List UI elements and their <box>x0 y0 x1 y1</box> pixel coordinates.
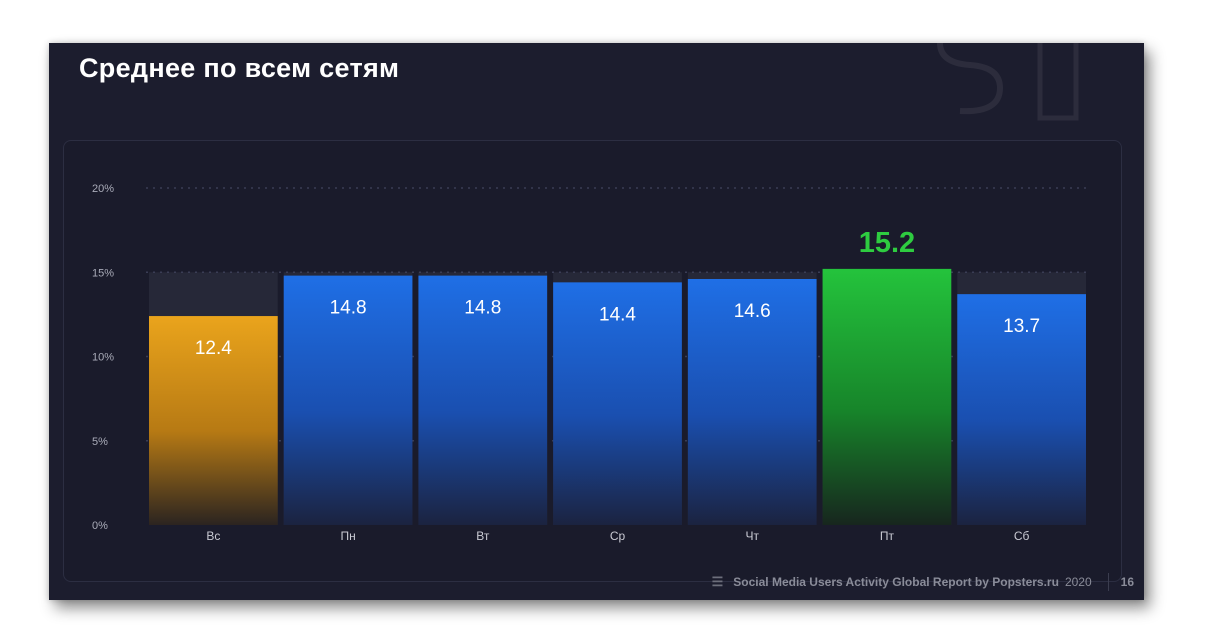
x-tick-label: Пт <box>880 529 895 543</box>
bar-Вс <box>149 316 278 525</box>
x-tick-label: Пн <box>340 529 355 543</box>
y-tick-label: 20% <box>92 183 114 195</box>
x-tick-label: Чт <box>745 529 759 543</box>
value-label: 15.2 <box>859 227 915 259</box>
footer: ☰ Social Media Users Activity Global Rep… <box>712 573 1134 591</box>
x-tick-label: Вт <box>476 529 490 543</box>
footer-divider <box>1107 573 1109 591</box>
value-label: 12.4 <box>195 338 232 359</box>
bar-Сб <box>957 294 1086 525</box>
page-number: 16 <box>1120 575 1134 589</box>
value-label: 14.8 <box>330 298 367 319</box>
decorative-watermark <box>920 43 1100 151</box>
footer-text: Social Media Users Activity Global Repor… <box>733 575 1059 589</box>
footer-year: 2020 <box>1064 575 1092 589</box>
slide: Среднее по всем сетям <box>49 43 1144 600</box>
page-title: Среднее по всем сетям <box>79 53 400 83</box>
y-tick-label: 15% <box>92 267 114 279</box>
value-label: 14.4 <box>599 304 636 325</box>
y-tick-label: 0% <box>92 520 108 532</box>
value-label: 14.6 <box>734 301 771 322</box>
value-label: 13.7 <box>1003 316 1040 337</box>
y-tick-label: 5% <box>92 436 108 448</box>
bar-Чт <box>687 278 817 525</box>
x-tick-label: Сб <box>1014 529 1030 543</box>
bar-Пн <box>283 275 413 525</box>
x-tick-label: Вс <box>206 529 220 543</box>
bar-Вт <box>418 275 548 525</box>
bar-Пт <box>822 268 952 525</box>
y-tick-label: 10% <box>92 352 114 364</box>
bar-Ср <box>553 282 682 525</box>
bar-chart: 0% 5% 10% 15% 20% 12.4 Вс 14.8 Пн 14.8 Вт 14.4 Ср 14… <box>92 183 1089 543</box>
list-icon[interactable]: ☰ <box>711 574 724 589</box>
value-label: 14.8 <box>464 298 501 319</box>
chart-panel: 0% 5% 10% 15% 20% 12.4 Вс 14.8 Пн 14.8 Вт 14.4 Ср 14… <box>63 140 1122 582</box>
x-tick-label: Ср <box>610 529 626 543</box>
